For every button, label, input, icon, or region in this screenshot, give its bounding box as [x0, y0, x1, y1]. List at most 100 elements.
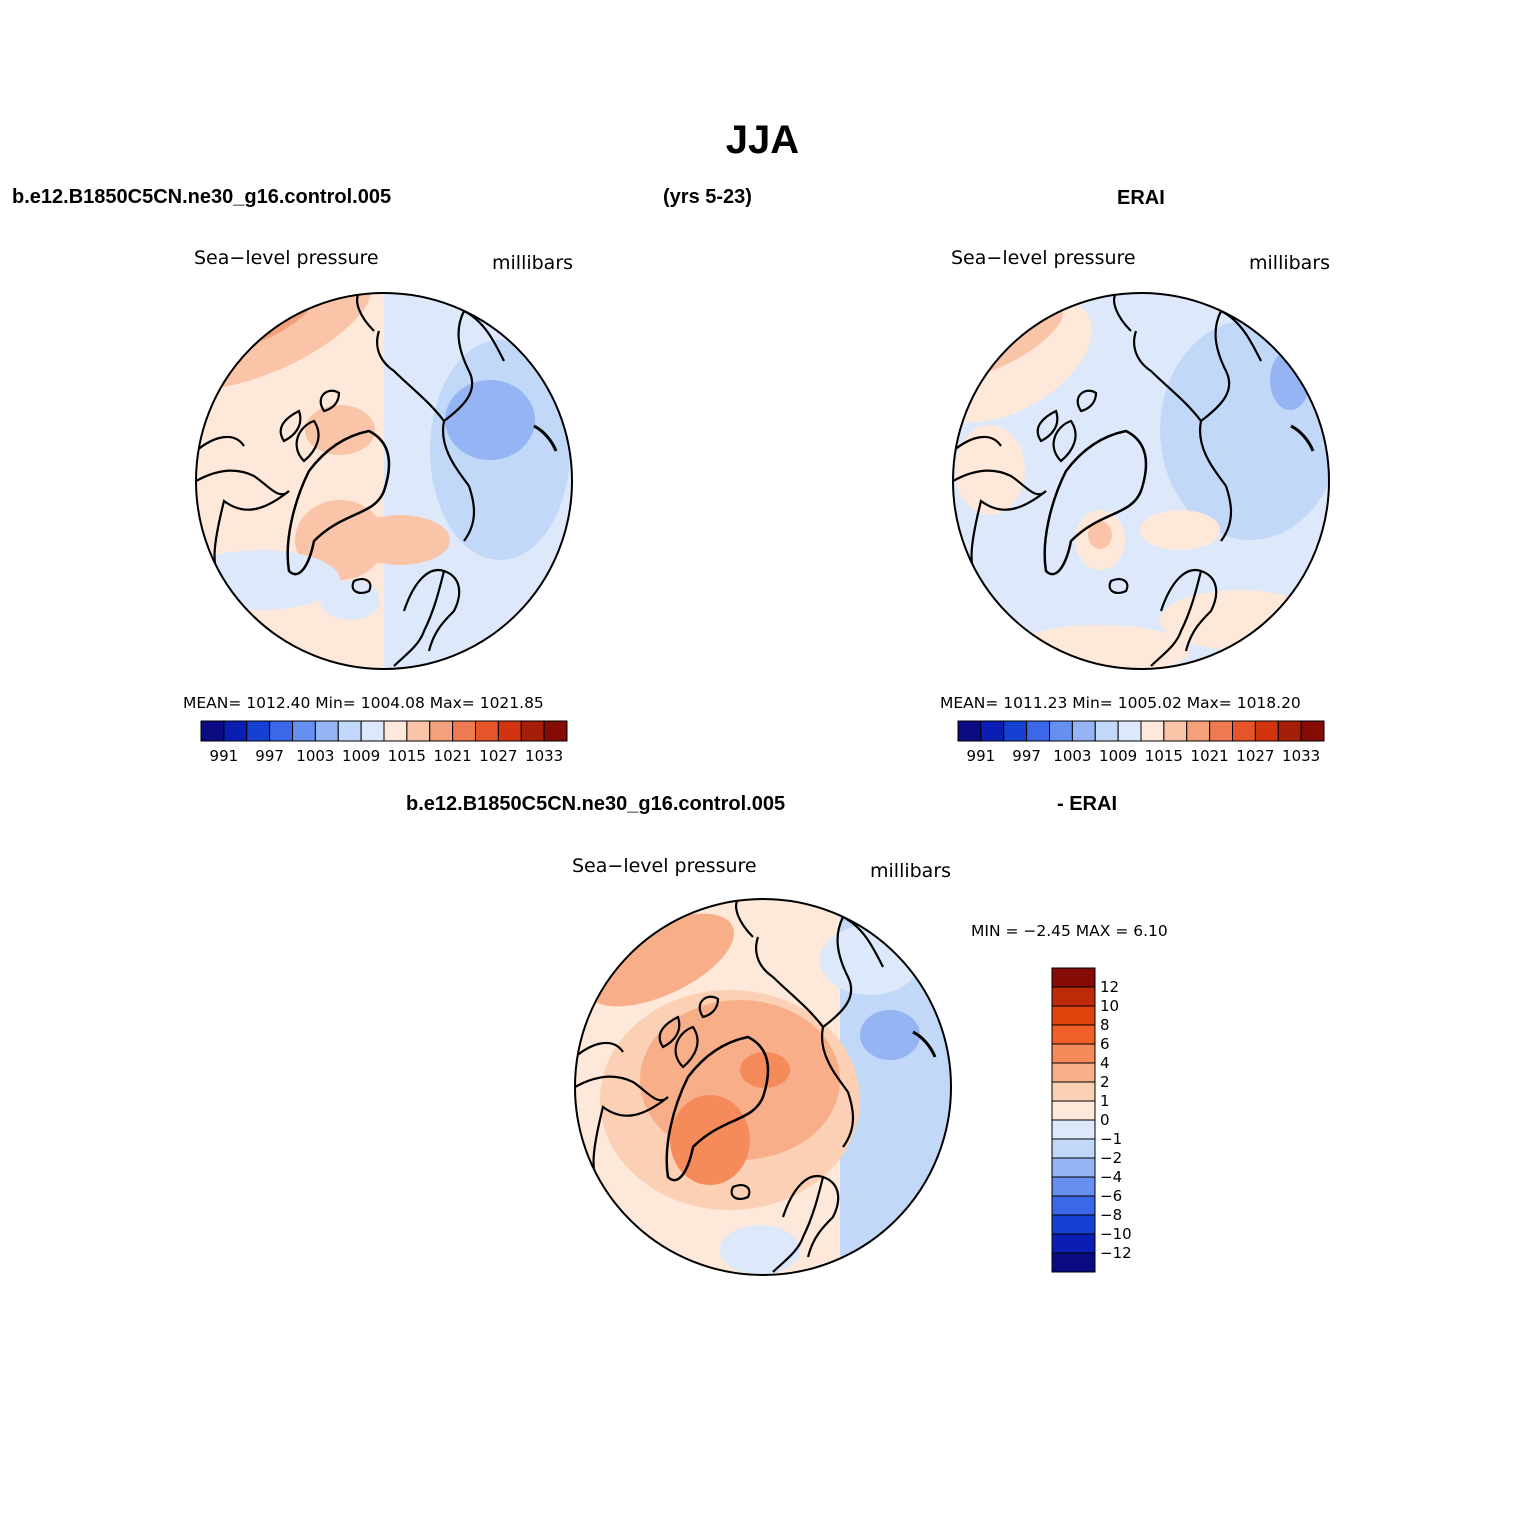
- reference-colorbar-tick-label: 1003: [1053, 747, 1091, 765]
- reference-colorbar-swatch: [1277, 720, 1302, 742]
- reference-panel-units: millibars: [1249, 252, 1331, 274]
- case-colorbar-tick-label: 1015: [388, 747, 426, 765]
- diff-colorbar-swatch: [1051, 1138, 1096, 1159]
- case-map-frame: [195, 292, 573, 670]
- diff-colorbar-swatch: [1051, 967, 1096, 988]
- reference-colorbar-swatch: [1071, 720, 1096, 742]
- case-colorbar-swatch: [383, 720, 408, 742]
- reference-panel-variable: Sea−level pressure: [951, 247, 1136, 269]
- diff-colorbar-swatch: [1051, 1214, 1096, 1235]
- diff-panel-variable: Sea−level pressure: [572, 855, 757, 877]
- reference-panel-stats: MEAN= 1011.23 Min= 1005.02 Max= 1018.20: [940, 694, 1301, 712]
- diff-colorbar-tick-label: 1: [1100, 1092, 1110, 1110]
- diff-map-frame: [574, 898, 952, 1276]
- case-map: [196, 293, 572, 669]
- reference-colorbar-swatch: [1026, 720, 1050, 742]
- reference-colorbar-swatch: [957, 720, 982, 742]
- case-colorbar-swatch: [292, 720, 316, 742]
- case-colorbar-tick-label: 1003: [296, 747, 334, 765]
- reference-colorbar-tick-label: 1021: [1191, 747, 1229, 765]
- case-colorbar-tick-label: 997: [255, 747, 284, 765]
- reference-colorbar-tick-label: 1027: [1236, 747, 1274, 765]
- reference-colorbar-swatch: [980, 720, 1005, 742]
- diff-colorbar-swatch: [1051, 1081, 1096, 1102]
- case-colorbar: 991 997 1003 1009 1015 1021 1027 1033: [200, 720, 568, 765]
- reference-colorbar-tick-label: 991: [967, 747, 996, 765]
- diff-colorbar-swatch: [1051, 1062, 1096, 1083]
- diff-case-name-label: b.e12.B1850C5CN.ne30_g16.control.005: [406, 793, 786, 815]
- diff-colorbar-tick-label: 0: [1100, 1111, 1110, 1129]
- diff-colorbar-swatch: [1051, 1043, 1096, 1064]
- case-colorbar-tick-label: 1027: [479, 747, 517, 765]
- years-label: (yrs 5-23): [663, 186, 752, 208]
- diff-colorbar-tick-label: −10: [1100, 1225, 1132, 1243]
- diff-colorbar-tick-label: 10: [1100, 997, 1119, 1015]
- diff-colorbar-swatch: [1051, 1176, 1096, 1197]
- diff-colorbar-swatch: [1051, 1157, 1096, 1178]
- diff-colorbar-swatch: [1051, 1100, 1096, 1121]
- diff-colorbar-swatch: [1051, 1005, 1096, 1026]
- case-colorbar-tick-label: 1021: [434, 747, 472, 765]
- diff-colorbar-tick-label: 2: [1100, 1073, 1110, 1091]
- case-colorbar-swatch: [475, 720, 499, 742]
- reference-colorbar: 991 997 1003 1009 1015 1021 1027 1033: [957, 720, 1325, 765]
- case-colorbar-swatch: [497, 720, 522, 742]
- diff-colorbar-swatch: [1051, 1233, 1096, 1254]
- case-colorbar-swatch: [200, 720, 225, 742]
- case-colorbar-swatch: [314, 720, 339, 742]
- case-colorbar-swatch: [360, 720, 385, 742]
- case-colorbar-swatch: [223, 720, 248, 742]
- diff-reference-label: - ERAI: [1057, 793, 1117, 815]
- diff-colorbar-swatch: [1051, 1195, 1096, 1216]
- diff-colorbar-tick-label: −2: [1100, 1149, 1122, 1167]
- reference-colorbar-tick-label: 1009: [1099, 747, 1137, 765]
- diff-colorbar-tick-label: −4: [1100, 1168, 1122, 1186]
- case-colorbar-tick-label: 1033: [525, 747, 563, 765]
- reference-colorbar-swatch: [1049, 720, 1073, 742]
- reference-map-frame: [952, 292, 1330, 670]
- diff-colorbar-swatch: [1051, 1024, 1096, 1045]
- diff-colorbar-tick-label: 4: [1100, 1054, 1110, 1072]
- diff-colorbar-swatch: [1051, 1252, 1096, 1273]
- reference-map: [953, 293, 1329, 669]
- case-panel-units: millibars: [492, 252, 574, 274]
- case-panel-stats: MEAN= 1012.40 Min= 1004.08 Max= 1021.85: [183, 694, 544, 712]
- case-colorbar-swatch: [520, 720, 545, 742]
- case-colorbar-swatch: [337, 720, 362, 742]
- case-name-label: b.e12.B1850C5CN.ne30_g16.control.005: [12, 186, 392, 208]
- diff-colorbar-tick-label: 6: [1100, 1035, 1110, 1053]
- reference-colorbar-swatch: [1003, 720, 1028, 742]
- case-colorbar-tick-label: 1009: [342, 747, 380, 765]
- reference-colorbar-swatch: [1232, 720, 1256, 742]
- diff-colorbar-tick-label: 12: [1100, 978, 1119, 996]
- diff-colorbar-swatch: [1051, 986, 1096, 1007]
- reference-colorbar-swatch: [1140, 720, 1165, 742]
- reference-colorbar-swatch: [1186, 720, 1211, 742]
- figure-title: JJA: [725, 118, 800, 162]
- diff-colorbar-tick-label: −12: [1100, 1244, 1132, 1262]
- case-colorbar-tick-label: 991: [210, 747, 239, 765]
- reference-colorbar-swatch: [1094, 720, 1119, 742]
- reference-colorbar-tick-label: 997: [1012, 747, 1041, 765]
- diff-panel-units: millibars: [870, 860, 952, 882]
- reference-colorbar-swatch: [1163, 720, 1188, 742]
- case-panel-variable: Sea−level pressure: [194, 247, 379, 269]
- reference-colorbar-swatch: [1300, 720, 1325, 742]
- reference-colorbar-swatch: [1209, 720, 1233, 742]
- reference-colorbar-tick-label: 1033: [1282, 747, 1320, 765]
- case-colorbar-swatch: [452, 720, 476, 742]
- case-colorbar-swatch: [429, 720, 454, 742]
- diff-panel-stats: MIN = −2.45 MAX = 6.10: [971, 922, 1168, 940]
- diff-colorbar-tick-label: 8: [1100, 1016, 1110, 1034]
- diff-colorbar-tick-label: −1: [1100, 1130, 1122, 1148]
- case-colorbar-swatch: [543, 720, 568, 742]
- case-colorbar-swatch: [406, 720, 431, 742]
- diff-colorbar-tick-label: −8: [1100, 1206, 1122, 1224]
- reference-colorbar-swatch: [1254, 720, 1279, 742]
- case-colorbar-swatch: [246, 720, 271, 742]
- reference-name-label: ERAI: [1117, 187, 1165, 209]
- case-colorbar-swatch: [269, 720, 293, 742]
- reference-colorbar-swatch: [1117, 720, 1142, 742]
